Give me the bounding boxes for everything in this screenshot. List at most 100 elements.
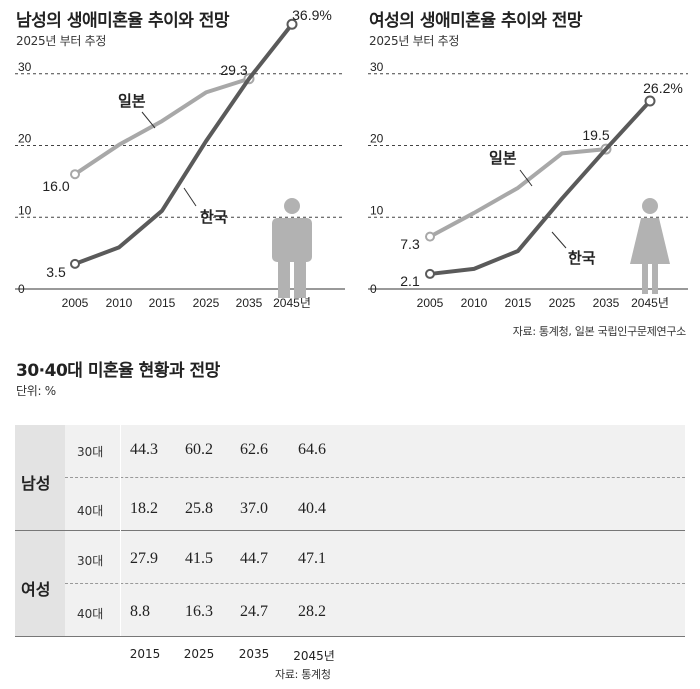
table-row-divider bbox=[65, 583, 685, 584]
series-label-leader bbox=[141, 111, 156, 129]
table-group-female: 여성 bbox=[21, 580, 51, 599]
icon-leg bbox=[642, 264, 648, 294]
series-line-korea bbox=[73, 22, 294, 266]
table-column-year: 2045년 bbox=[293, 649, 335, 663]
table-title: 30·40대 미혼율 현황과 전망 bbox=[16, 361, 220, 381]
table-cell: 41.5 bbox=[185, 550, 213, 567]
y-tick-label: 0 bbox=[370, 282, 377, 296]
table-cell: 25.8 bbox=[185, 500, 213, 517]
male-person-icon bbox=[272, 198, 312, 298]
table-row-label: 30대 bbox=[77, 445, 104, 459]
data-label: 2.1 bbox=[400, 273, 420, 289]
table-column-year: 2015 bbox=[129, 647, 161, 661]
table-column-year: 2025 bbox=[183, 647, 215, 661]
table-column-divider bbox=[120, 425, 121, 637]
table-cell: 62.6 bbox=[240, 441, 268, 458]
table-row-label: 30대 bbox=[77, 554, 104, 568]
table-cell: 47.1 bbox=[298, 550, 326, 567]
y-tick-label: 0 bbox=[18, 282, 25, 296]
male-chart-subtitle: 2025년 부터 추정 bbox=[16, 34, 107, 48]
x-tick-label: 2035 bbox=[593, 296, 620, 310]
x-tick-label: 2010 bbox=[106, 296, 133, 310]
table-group-column bbox=[15, 425, 65, 637]
y-tick-label: 20 bbox=[370, 132, 384, 146]
series-marker bbox=[70, 169, 80, 180]
table-cell: 27.9 bbox=[130, 550, 158, 567]
x-tick-label: 2025 bbox=[549, 296, 576, 310]
female-chart-subtitle: 2025년 부터 추정 bbox=[369, 34, 460, 48]
x-tick-label: 2010 bbox=[461, 296, 488, 310]
table-row-label: 40대 bbox=[77, 607, 104, 621]
table-group-male: 남성 bbox=[21, 474, 51, 493]
series-line-japan bbox=[428, 147, 608, 239]
series-line-japan bbox=[73, 76, 251, 177]
table-cell: 24.7 bbox=[240, 603, 268, 620]
series-label: 한국 bbox=[200, 209, 228, 226]
table-cell: 44.7 bbox=[240, 550, 268, 567]
y-tick-label: 30 bbox=[18, 60, 32, 74]
icon-leg bbox=[652, 264, 658, 294]
female-chart-source: 자료: 통계청, 일본 국립인구문제연구소 bbox=[512, 325, 687, 338]
icon-head bbox=[284, 198, 300, 214]
data-label: 16.0 bbox=[42, 178, 69, 194]
x-tick-label: 2035 bbox=[236, 296, 263, 310]
series-line-korea bbox=[428, 99, 652, 276]
table-bottom-rule bbox=[15, 636, 685, 637]
data-label: 7.3 bbox=[400, 236, 420, 252]
table-cell: 60.2 bbox=[185, 441, 213, 458]
series-marker bbox=[70, 258, 80, 269]
x-tick-label: 2015 bbox=[505, 296, 532, 310]
table-cell: 28.2 bbox=[298, 603, 326, 620]
series-marker bbox=[644, 95, 656, 107]
table-cell: 8.8 bbox=[130, 603, 150, 620]
series-label: 일본 bbox=[489, 150, 517, 167]
icon-dress bbox=[630, 218, 670, 264]
icon-leg bbox=[278, 258, 290, 298]
x-tick-label: 2025 bbox=[193, 296, 220, 310]
data-label: 29.3 bbox=[220, 62, 247, 78]
male-chart-title: 남성의 생애미혼율 추이와 전망 bbox=[16, 11, 230, 31]
x-tick-label: 2045년 bbox=[273, 296, 311, 310]
series-label: 일본 bbox=[118, 93, 146, 110]
table-cell: 37.0 bbox=[240, 500, 268, 517]
series-label-leader bbox=[183, 187, 197, 207]
x-tick-label: 2015 bbox=[149, 296, 176, 310]
table-column-year: 2035 bbox=[238, 647, 270, 661]
data-label: 19.5 bbox=[582, 127, 609, 143]
table-cell: 44.3 bbox=[130, 441, 158, 458]
table-cell: 16.3 bbox=[185, 603, 213, 620]
table-cell: 40.4 bbox=[298, 500, 326, 517]
x-tick-label: 2045년 bbox=[631, 296, 669, 310]
series-label: 한국 bbox=[568, 250, 596, 267]
series-label-leader bbox=[519, 169, 533, 187]
table-row-label: 40대 bbox=[77, 504, 104, 518]
table-group-divider bbox=[15, 530, 685, 531]
data-label: 26.2% bbox=[643, 80, 683, 96]
table-body-bg bbox=[65, 425, 685, 637]
series-marker bbox=[286, 18, 298, 30]
female-chart-title: 여성의 생애미혼율 추이와 전망 bbox=[369, 11, 583, 31]
y-tick-label: 10 bbox=[18, 203, 32, 217]
table-unit: 단위: % bbox=[16, 384, 56, 398]
y-tick-label: 10 bbox=[370, 203, 384, 217]
data-label: 3.5 bbox=[46, 264, 66, 280]
female-person-icon bbox=[630, 198, 670, 294]
series-label-leader bbox=[551, 231, 567, 249]
icon-leg bbox=[294, 258, 306, 298]
x-tick-label: 2005 bbox=[417, 296, 444, 310]
series-marker bbox=[425, 268, 435, 279]
x-tick-label: 2005 bbox=[62, 296, 89, 310]
unmarried-rate-table: 남성 여성 30대 40대 30대 40대 44.3 60.2 62.6 64.… bbox=[15, 425, 685, 637]
icon-body bbox=[272, 218, 312, 262]
table-cell: 18.2 bbox=[130, 500, 158, 517]
data-label: 36.9% bbox=[292, 7, 332, 23]
series-marker bbox=[425, 231, 435, 242]
table-row-divider bbox=[65, 477, 685, 478]
table-cell: 64.6 bbox=[298, 441, 326, 458]
y-tick-label: 20 bbox=[18, 132, 32, 146]
icon-head bbox=[642, 198, 658, 214]
